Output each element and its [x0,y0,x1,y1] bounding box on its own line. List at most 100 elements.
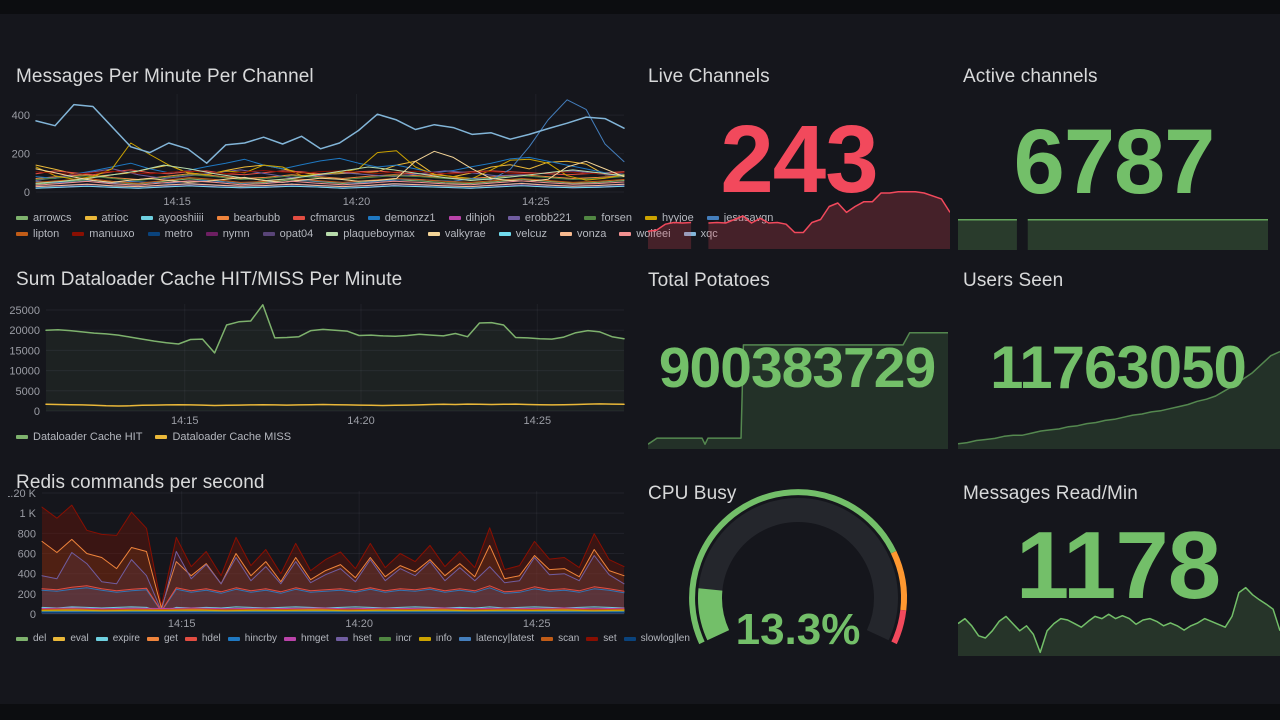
legend-color-chip [141,216,154,220]
svg-text:14:20: 14:20 [347,415,375,427]
panel-title-cpu-busy[interactable]: CPU Busy [648,482,737,504]
legend-item-manuuxo[interactable]: manuuxo [72,228,135,240]
panel-title-redis[interactable]: Redis commands per second [16,471,265,493]
legend-color-chip [378,637,391,641]
svg-text:10000: 10000 [9,366,40,378]
legend-color-chip [155,435,168,439]
svg-text:400: 400 [12,110,30,122]
legend-item-plaqueboymax[interactable]: plaqueboymax [326,228,415,240]
legend-color-chip [619,232,632,236]
redis-commands-chart[interactable]: 0 200 400 600 800 1 K 1.20 K 14:15 14:20 14:25 [8,482,630,630]
legend-color-chip [498,232,511,236]
legend-color-chip [184,637,197,641]
cpu-busy-gauge: 13.3% [689,489,907,654]
legend-color-chip [147,232,160,236]
legend-item-dataloader-cache-miss[interactable]: Dataloader Cache MISS [155,431,291,443]
svg-text:1.20 K: 1.20 K [8,488,37,500]
legend-item-dataloader-cache-hit[interactable]: Dataloader Cache HIT [16,431,142,443]
panel-title-active-channels[interactable]: Active channels [963,65,1098,87]
panel-title-messages-per-minute[interactable]: Messages Per Minute Per Channel [16,65,314,87]
legend-item-demonzz1[interactable]: demonzz1 [367,212,436,224]
svg-text:0: 0 [24,187,30,199]
legend-item-atrioc[interactable]: atrioc [84,212,128,224]
legend-item-velcuz[interactable]: velcuz [498,228,547,240]
legend-item-dihjoh[interactable]: dihjoh [448,212,495,224]
legend-item-valkyrae[interactable]: valkyrae [427,228,486,240]
svg-text:0: 0 [34,406,40,418]
legend-color-chip [507,216,520,220]
legend-color-chip [559,232,572,236]
legend-color-chip [458,637,471,641]
legend-item-erobb221[interactable]: erobb221 [507,212,571,224]
dataloader-chart-legend: Dataloader Cache HIT Dataloader Cache MIS… [16,431,628,443]
svg-text:14:15: 14:15 [168,618,196,630]
messages-read-sparkline [958,586,1280,656]
legend-color-chip [623,637,636,641]
legend-item-del[interactable]: del [16,633,46,645]
legend-item-wolfeei[interactable]: wolfeei [619,228,671,240]
legend-item-set[interactable]: set [586,633,617,645]
legend-item-incr[interactable]: incr [378,633,412,645]
legend-color-chip [586,637,599,641]
legend-item-opat04[interactable]: opat04 [262,228,313,240]
letterbox-bottom [0,704,1280,720]
legend-item-scan[interactable]: scan [541,633,579,645]
panel-title-messages-read[interactable]: Messages Read/Min [963,482,1138,504]
legend-item-ayooshiiii[interactable]: ayooshiiii [141,212,204,224]
legend-color-chip [326,232,339,236]
panel-title-live-channels[interactable]: Live Channels [648,65,770,87]
legend-item-get[interactable]: get [146,633,178,645]
total-potatoes-value: 900383729 [658,336,936,400]
legend-color-chip [53,637,66,641]
legend-item-vonza[interactable]: vonza [559,228,606,240]
legend-item-forsen[interactable]: forsen [584,212,632,224]
live-channels-value: 243 [720,106,878,213]
svg-text:0: 0 [30,609,36,621]
legend-item-hset[interactable]: hset [335,633,372,645]
legend-color-chip [84,216,97,220]
legend-item-lipton[interactable]: lipton [16,228,59,240]
panel-title-users-seen[interactable]: Users Seen [963,269,1064,291]
svg-text:1 K: 1 K [19,508,36,520]
legend-item-nymn[interactable]: nymn [205,228,250,240]
legend-item-jesusavgn[interactable]: jesusavgn [706,212,773,224]
legend-item-hincrby[interactable]: hincrby [227,633,277,645]
legend-color-chip [16,435,28,439]
legend-item-slowlog-len[interactable]: slowlog|len [623,633,690,645]
legend-item-hdel[interactable]: hdel [184,633,221,645]
panel-title-total-potatoes[interactable]: Total Potatoes [648,269,770,291]
legend-item-latency-latest[interactable]: latency|latest [458,633,534,645]
legend-color-chip [227,637,240,641]
legend-item-arrowcs[interactable]: arrowcs [16,212,72,224]
active-channels-value: 6787 [1013,111,1216,213]
legend-color-chip [95,637,108,641]
svg-text:800: 800 [18,528,36,540]
svg-text:20000: 20000 [9,325,40,337]
dataloader-cache-chart[interactable]: 0 5000 10000 15000 20000 25000 14:15 14:20 14:25 [8,292,630,428]
legend-item-xqc[interactable]: xqc [683,228,718,240]
legend-color-chip [16,637,28,641]
messages-per-minute-chart[interactable]: 0 200 400 14:15 14:20 14:25 [8,84,630,210]
legend-item-info[interactable]: info [418,633,452,645]
legend-item-metro[interactable]: metro [147,228,193,240]
legend-color-chip [683,232,696,236]
letterbox-top [0,0,1280,14]
redis-chart-legend: del eval expire get hdel hincrby hmget hset incr… [16,633,690,645]
panel-title-dataloader[interactable]: Sum Dataloader Cache HIT/MISS Per Minute [16,268,403,290]
legend-color-chip [367,216,380,220]
legend-item-bearbubb[interactable]: bearbubb [216,212,280,224]
cpu-busy-value: 13.3% [736,605,861,654]
svg-text:14:15: 14:15 [163,196,191,208]
legend-item-hyyjoe[interactable]: hyyjoe [645,212,694,224]
svg-text:200: 200 [18,589,36,601]
svg-text:600: 600 [18,549,36,561]
svg-text:5000: 5000 [16,386,40,398]
legend-item-cfmarcus[interactable]: cfmarcus [293,212,355,224]
legend-color-chip [16,216,28,220]
legend-item-eval[interactable]: eval [53,633,89,645]
legend-item-hmget[interactable]: hmget [284,633,329,645]
users-seen-value: 11763050 [990,334,1247,401]
legend-color-chip [335,637,348,641]
legend-item-expire[interactable]: expire [95,633,140,645]
legend-color-chip [293,216,306,220]
